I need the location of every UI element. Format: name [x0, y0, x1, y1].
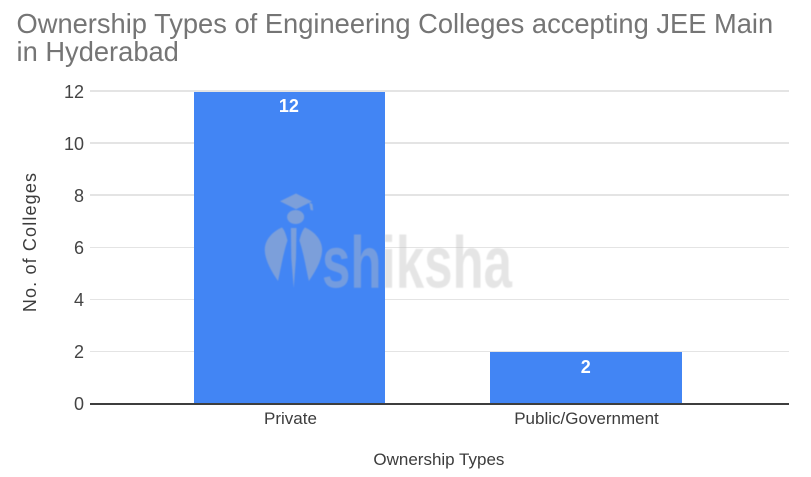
svg-text:shiksha: shiksha [322, 222, 513, 303]
